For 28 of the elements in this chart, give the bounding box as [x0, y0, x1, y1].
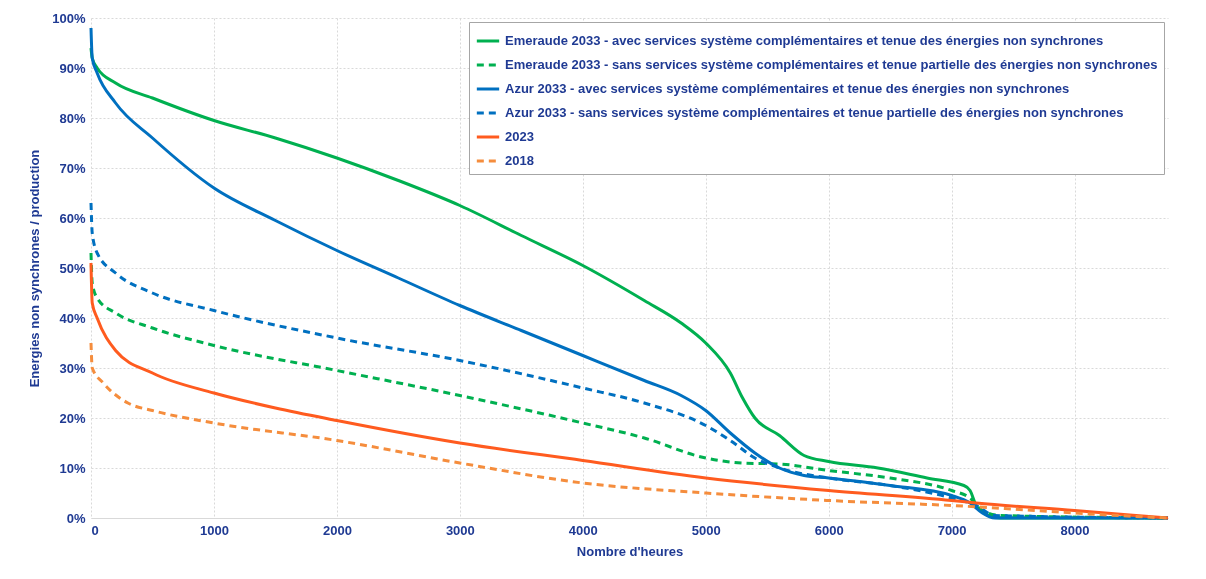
- y-tick-label: 50%: [59, 260, 86, 276]
- x-tick-label: 2000: [322, 522, 352, 538]
- x-tick-label: 6000: [814, 522, 844, 538]
- y-tick-label: 10%: [59, 460, 86, 476]
- legend-label: Azur 2033 - sans services système complémentaires et tenue partielle des énergies non synchrones: [505, 105, 1124, 120]
- y-tick-label: 70%: [59, 160, 86, 176]
- y-tick-label: 30%: [59, 360, 86, 376]
- y-tick-label: 60%: [59, 210, 86, 226]
- y-tick-label: 100%: [52, 10, 86, 26]
- legend-label: Azur 2033 - avec services système complémentaires et tenue des énergies non synchrones: [505, 81, 1070, 96]
- legend-label: 2023: [505, 129, 534, 144]
- legend-label: Emeraude 2033 - sans services système complémentaires et tenue partielle des énergies non synchrones: [505, 57, 1158, 72]
- y-axis-title: Energies non synchrones / production: [27, 149, 43, 388]
- x-tick-label: 5000: [691, 522, 721, 538]
- x-tick-label: 7000: [937, 522, 967, 538]
- y-tick-label: 40%: [59, 310, 86, 326]
- y-tick-label: 80%: [59, 110, 86, 126]
- x-tick-label: 3000: [445, 522, 475, 538]
- y-tick-label: 20%: [59, 410, 86, 426]
- x-tick-label: 8000: [1060, 522, 1090, 538]
- legend-label: Emeraude 2033 - avec services système complémentaires et tenue des énergies non synchrones: [505, 33, 1104, 48]
- y-tick-label: 0%: [66, 510, 86, 526]
- y-tick-label: 90%: [59, 60, 86, 76]
- legend-label: 2018: [505, 153, 534, 168]
- x-tick-label: 4000: [568, 522, 598, 538]
- x-tick-label: 0: [91, 522, 99, 538]
- x-axis-title: Nombre d'heures: [576, 543, 684, 559]
- x-tick-label: 1000: [199, 522, 229, 538]
